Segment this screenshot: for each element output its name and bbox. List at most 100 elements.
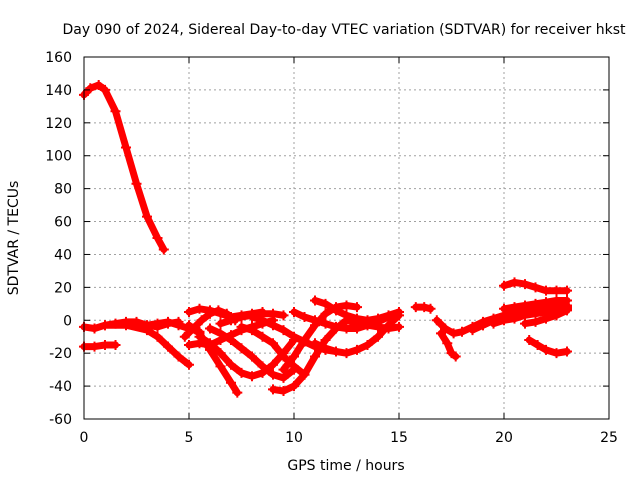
chart-title: Day 090 of 2024, Sidereal Day-to-day VTE… [63,22,626,38]
data-point [142,320,152,331]
data-point [331,305,341,316]
data-point [226,315,236,326]
data-point [196,315,207,326]
data-point [257,361,268,372]
series-arc-3 [79,339,121,352]
data-point [320,343,331,354]
y-tick-label: 40 [54,247,72,263]
data-point [373,321,383,332]
data-point [85,83,96,94]
data-point [93,79,104,90]
data-point [530,298,541,309]
data-point [289,351,299,362]
data-point [530,316,541,327]
data-point [268,369,278,380]
data-point [173,320,184,331]
data-point [394,307,404,318]
data-point [236,311,247,322]
data-point [551,285,562,296]
data-point [352,318,362,329]
data-point [226,377,236,388]
data-point [215,348,226,359]
series-line [196,333,298,380]
data-point [89,341,100,352]
series-arc-27 [499,277,572,296]
data-point [188,323,199,334]
data-point [299,311,310,322]
y-tick-label: -20 [49,346,72,362]
x-tick-label: 25 [600,430,618,446]
data-point [509,302,520,313]
data-point [431,315,442,326]
data-point [499,280,509,291]
data-point [457,326,467,337]
data-point [524,335,535,346]
data-point [541,344,551,355]
data-point [278,325,289,336]
data-point [352,302,362,313]
data-point [425,303,436,314]
series-line [80,81,168,253]
data-point [278,351,289,362]
data-point [488,318,499,329]
data-point [436,328,446,339]
data-point [310,315,320,326]
data-point [320,308,331,319]
data-point [236,321,247,332]
data-point [394,321,404,332]
series-line [437,329,460,360]
data-point [289,331,299,342]
data-point [226,359,236,370]
data-point [299,369,310,380]
data-point [152,318,163,329]
data-point [247,351,257,362]
data-point [467,325,478,336]
data-point [247,371,257,382]
data-point [310,338,320,349]
series-line [525,336,571,357]
data-point [194,303,205,314]
data-point [310,295,320,306]
data-point [530,282,541,293]
data-point [232,387,243,398]
tick-layer [83,56,610,420]
data-point [131,178,142,189]
data-point [163,316,173,327]
y-tick-label: 140 [45,83,72,99]
data-point [289,381,299,392]
x-tick-label: 10 [285,430,303,446]
data-point [541,285,551,296]
data-point [100,320,110,331]
data-point [247,325,257,336]
data-point [121,318,131,329]
series-arc-23 [436,328,461,362]
y-tick-label: 160 [45,50,72,66]
data-point [362,339,373,350]
data-point [442,338,453,349]
data-point [289,361,299,372]
x-tick-label: 20 [495,430,513,446]
data-point [341,300,352,311]
data-point [341,315,352,326]
data-point [373,331,383,342]
y-tick-label: -60 [49,412,72,428]
label-layer: 0 5 10 15 20 25 -60 -40 -20 0 20 40 60 80 100 120 140 160 [45,50,618,446]
data-point [158,244,169,255]
data-point [310,351,320,362]
data-point [341,348,352,359]
data-point [278,364,289,375]
y-tick-label: 20 [54,280,72,296]
series-layer [79,79,572,398]
data-point [562,346,572,357]
data-point [100,339,110,350]
data-point [179,331,190,342]
x-axis-label: GPS time / hours [287,458,404,474]
data-point [121,142,131,153]
data-point [184,359,194,370]
data-point [215,328,226,339]
data-point [142,211,152,222]
data-point [268,384,278,395]
data-point [215,361,226,372]
data-point [268,359,278,370]
